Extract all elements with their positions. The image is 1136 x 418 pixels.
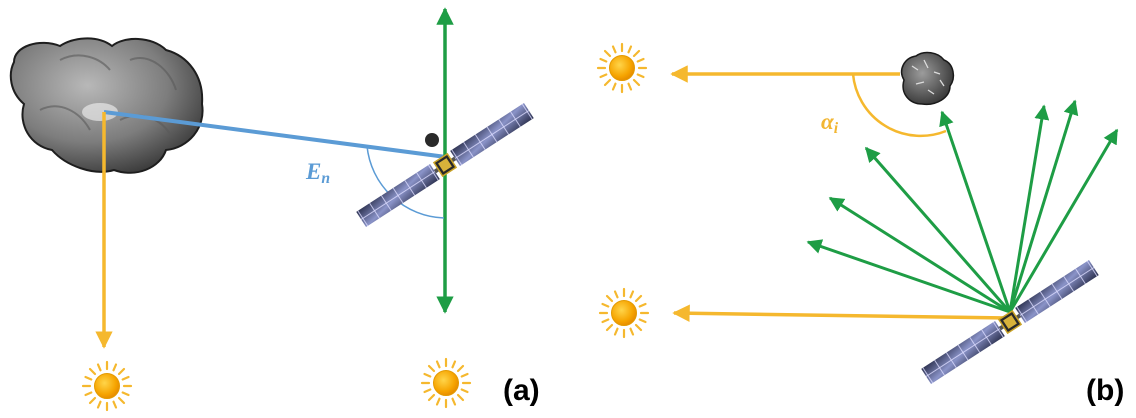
comet-nucleus — [9, 37, 204, 174]
phase-angle-subscript: i — [833, 119, 839, 137]
panel-b — [596, 42, 1119, 385]
elongation-angle-subscript: n — [321, 169, 331, 187]
panel-label-a: (a) — [503, 374, 540, 407]
phase-angle-label: αi — [821, 110, 838, 137]
high-gain-antenna-dish — [425, 133, 439, 147]
phase-angle-symbol: α — [821, 109, 834, 134]
panel-label-b: (b) — [1086, 374, 1125, 407]
sun-icon — [420, 357, 472, 409]
sun-icon — [598, 287, 650, 339]
sun-icon — [596, 42, 648, 94]
elongation-angle-label: En — [306, 160, 330, 187]
phase-angle-arc — [851, 73, 947, 138]
sun-ray-spacecraft — [672, 304, 1009, 322]
line-of-sight — [103, 110, 447, 159]
spacecraft-icon — [920, 259, 1100, 385]
sun-icon — [81, 360, 133, 412]
panel-a — [9, 7, 535, 412]
comet-nucleus-small — [900, 51, 955, 106]
antenna-pointing-fan — [806, 99, 1119, 314]
elongation-angle-symbol: E — [306, 159, 322, 184]
